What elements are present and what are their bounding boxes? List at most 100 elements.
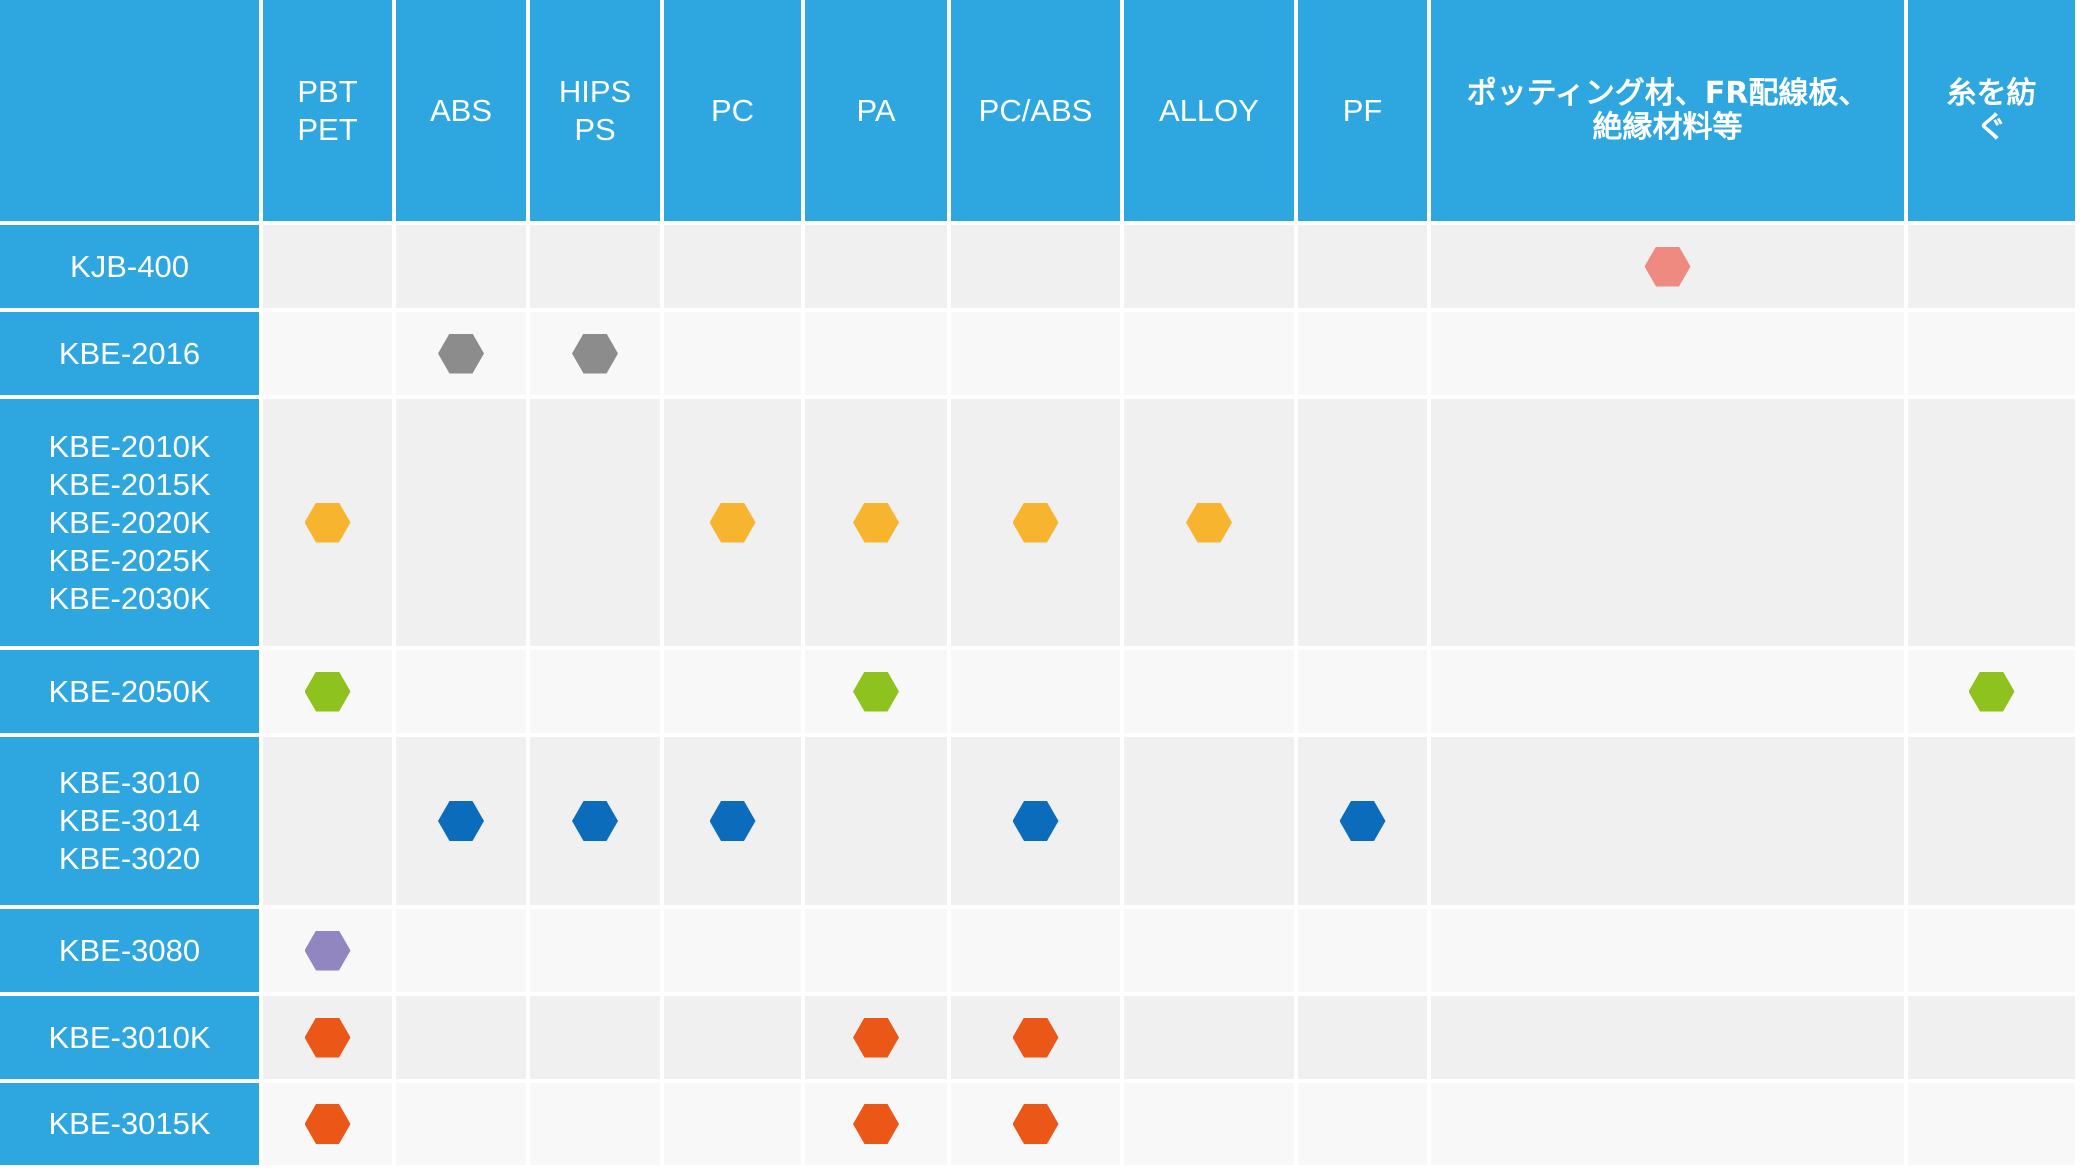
table-cell — [530, 650, 664, 737]
hexagon-marker-icon — [1644, 246, 1691, 287]
hexagon-marker-icon — [853, 1104, 899, 1144]
table-cell — [951, 225, 1124, 312]
table-cell — [1908, 996, 2079, 1083]
table-cell — [664, 650, 805, 737]
table-cell — [664, 312, 805, 399]
row-header: KBE-3080 — [0, 909, 263, 996]
table-cell — [951, 909, 1124, 996]
corner-header-cell — [0, 0, 263, 225]
column-header: PF — [1298, 0, 1431, 225]
hexagon-marker-icon — [1186, 502, 1232, 543]
table-cell — [951, 312, 1124, 399]
table-cell — [1431, 650, 1908, 737]
table-cell — [805, 909, 951, 996]
table-cell — [664, 909, 805, 996]
table-cell — [1124, 312, 1298, 399]
row-header: KBE-2016 — [0, 312, 263, 399]
table-cell — [263, 996, 396, 1083]
table-cell — [1431, 737, 1908, 909]
hexagon-marker-icon — [438, 333, 484, 374]
column-header: PA — [805, 0, 951, 225]
hexagon-marker-icon — [304, 1104, 351, 1144]
table-cell — [1431, 1083, 1908, 1169]
table-cell — [664, 225, 805, 312]
table-cell — [951, 737, 1124, 909]
table-cell — [1431, 225, 1908, 312]
hexagon-marker-icon — [709, 801, 756, 841]
hexagon-marker-icon — [572, 333, 618, 374]
table-cell — [263, 225, 396, 312]
table-cell — [805, 1083, 951, 1169]
table-cell — [664, 399, 805, 650]
table-cell — [530, 1083, 664, 1169]
table-cell — [396, 650, 530, 737]
table-cell — [396, 399, 530, 650]
table-cell — [263, 737, 396, 909]
table-cell — [664, 996, 805, 1083]
hexagon-marker-icon — [1339, 801, 1386, 841]
column-header: HIPS PS — [530, 0, 664, 225]
hexagon-marker-icon — [853, 502, 899, 543]
hexagon-marker-icon — [1968, 671, 2015, 712]
table-cell — [396, 225, 530, 312]
table-cell — [1298, 225, 1431, 312]
hexagon-marker-icon — [1012, 1017, 1059, 1058]
table-cell — [263, 650, 396, 737]
column-header: PC — [664, 0, 805, 225]
table-cell — [263, 399, 396, 650]
column-header: 糸を紡ぐ — [1908, 0, 2079, 225]
hexagon-marker-icon — [304, 502, 351, 543]
table-cell — [1124, 399, 1298, 650]
row-header: KBE-2050K — [0, 650, 263, 737]
hexagon-marker-icon — [304, 1017, 351, 1058]
table-cell — [396, 996, 530, 1083]
table-cell — [1298, 650, 1431, 737]
row-header: KBE-3010K — [0, 996, 263, 1083]
column-header: PBT PET — [263, 0, 396, 225]
table-cell — [530, 312, 664, 399]
hexagon-marker-icon — [1012, 801, 1059, 841]
table-cell — [1298, 399, 1431, 650]
table-cell — [805, 737, 951, 909]
table-cell — [1124, 1083, 1298, 1169]
table-cell — [1431, 399, 1908, 650]
table-cell — [805, 399, 951, 650]
table-cell — [1298, 909, 1431, 996]
table-cell — [396, 737, 530, 909]
row-header: KBE-2010K KBE-2015K KBE-2020K KBE-2025K … — [0, 399, 263, 650]
hexagon-marker-icon — [1012, 1104, 1059, 1144]
column-header: ポッティング材、FR配線板、絶縁材料等 — [1431, 0, 1908, 225]
table-cell — [805, 996, 951, 1083]
table-cell — [263, 1083, 396, 1169]
table-cell — [1908, 399, 2079, 650]
table-cell — [1298, 996, 1431, 1083]
table-cell — [805, 312, 951, 399]
table-cell — [263, 312, 396, 399]
table-cell — [1908, 650, 2079, 737]
column-header: ABS — [396, 0, 530, 225]
table-cell — [1124, 225, 1298, 312]
table-cell — [1124, 996, 1298, 1083]
table-cell — [1908, 909, 2079, 996]
table-cell — [1908, 1083, 2079, 1169]
row-header: KBE-3015K — [0, 1083, 263, 1169]
hexagon-marker-icon — [853, 1017, 899, 1058]
table-cell — [1124, 909, 1298, 996]
table-cell — [664, 737, 805, 909]
hexagon-marker-icon — [304, 671, 351, 712]
hexagon-marker-icon — [304, 930, 351, 971]
column-header: PC/ABS — [951, 0, 1124, 225]
table-cell — [1124, 650, 1298, 737]
hexagon-marker-icon — [709, 502, 756, 543]
table-cell — [951, 1083, 1124, 1169]
table-cell — [530, 737, 664, 909]
table-cell — [951, 650, 1124, 737]
table-cell — [396, 312, 530, 399]
table-cell — [951, 399, 1124, 650]
column-header: ALLOY — [1124, 0, 1298, 225]
row-header: KJB-400 — [0, 225, 263, 312]
table-cell — [530, 399, 664, 650]
table-cell — [396, 909, 530, 996]
table-cell — [530, 909, 664, 996]
